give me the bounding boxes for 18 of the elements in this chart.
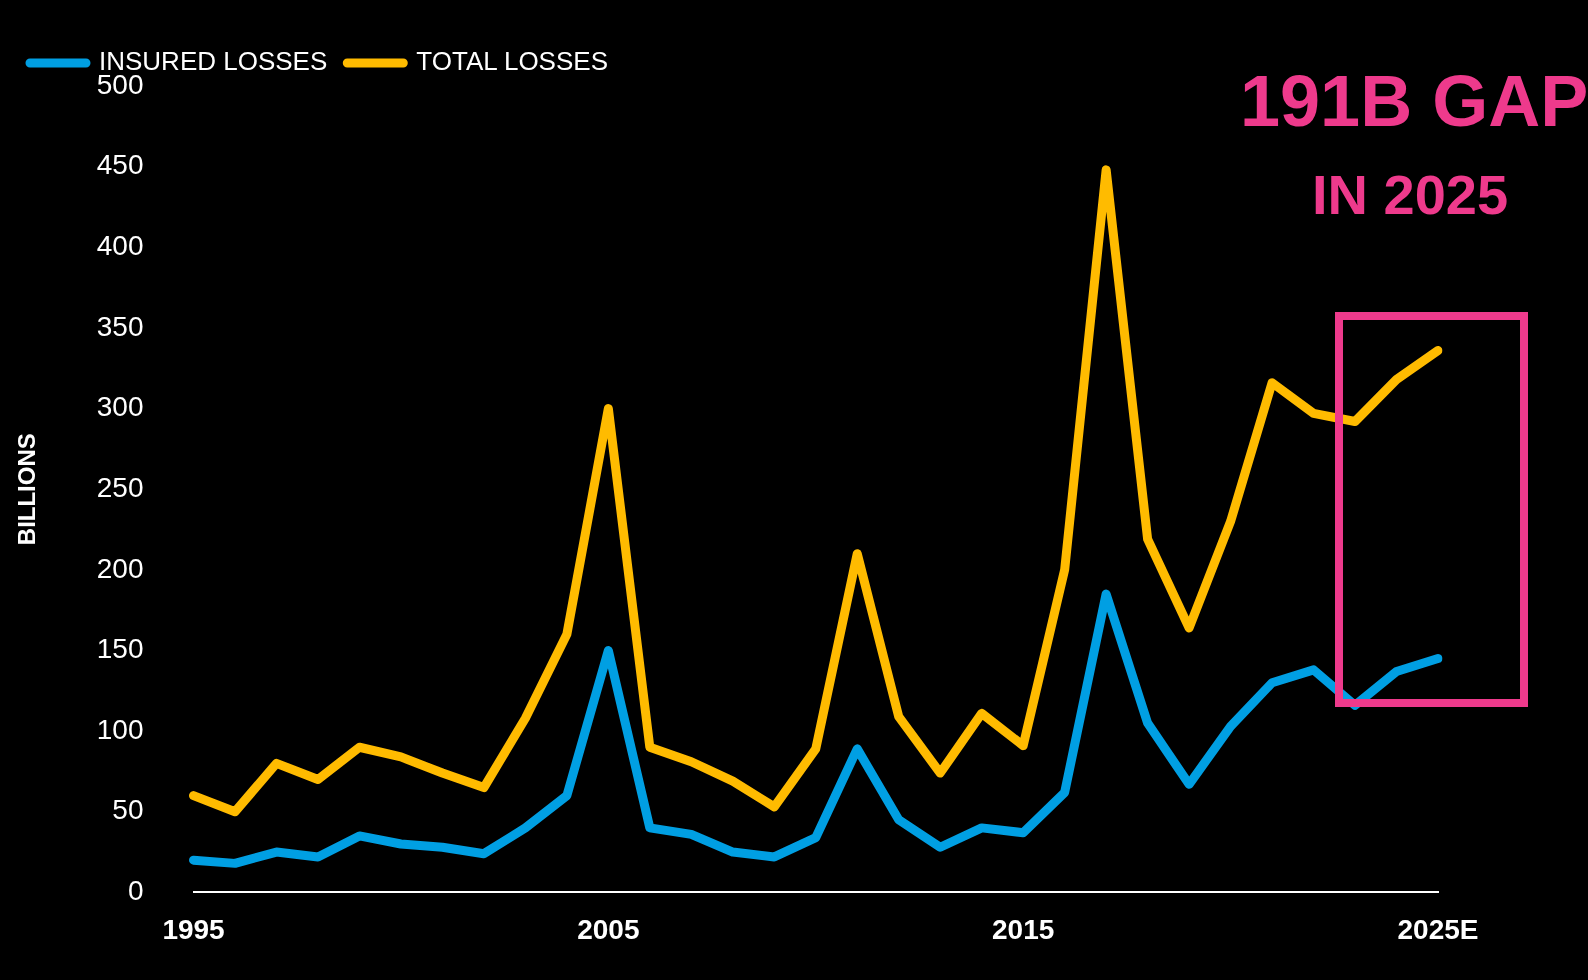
annotation: 191B GAP [1240, 60, 1588, 142]
y-tick-label: 50 [112, 794, 144, 826]
x-tick-label: 2025E [1397, 913, 1479, 945]
y-tick-label: 0 [127, 875, 144, 907]
legend-label: TOTAL LOSSES [416, 46, 608, 77]
y-tick-label: 300 [96, 391, 144, 423]
y-axis-title: BILLIONS [13, 433, 41, 546]
x-tick-label: 1995 [162, 913, 225, 945]
y-tick-label: 250 [96, 471, 144, 503]
y-tick-label: 150 [96, 633, 144, 665]
x-tick-label: 2015 [992, 913, 1055, 945]
y-tick-label: 450 [96, 149, 144, 181]
y-tick-label: 400 [96, 230, 144, 261]
y-tick-label: 100 [96, 713, 144, 745]
y-tick-label: 350 [96, 310, 144, 342]
x-tick-label: 2005 [577, 913, 640, 945]
y-tick-label: 200 [96, 552, 144, 584]
annotation: IN 2025 [1310, 162, 1510, 227]
